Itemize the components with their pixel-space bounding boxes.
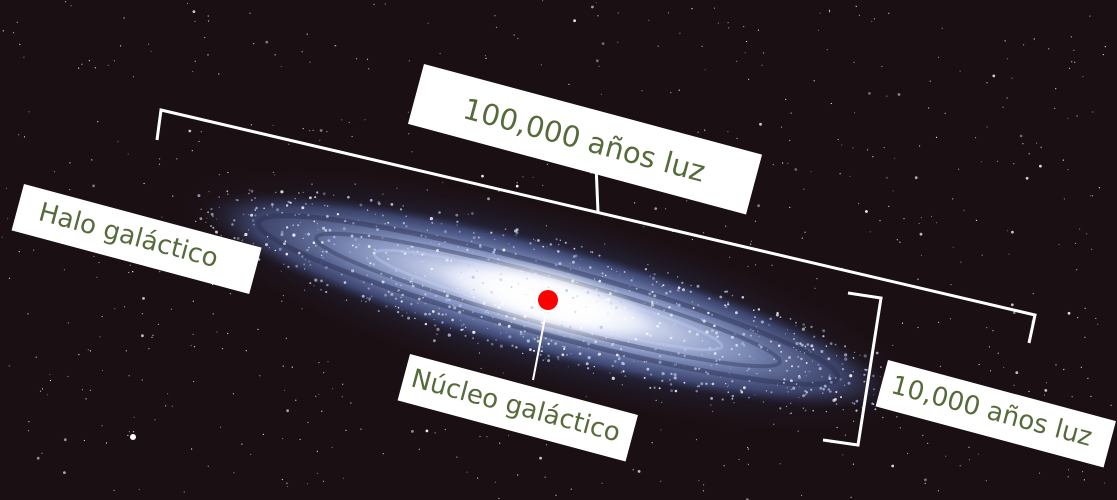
nucleus-pointer xyxy=(532,301,549,381)
nucleus-marker xyxy=(538,290,558,310)
disk-speckles xyxy=(197,189,904,413)
thickness-bracket xyxy=(822,291,883,447)
bright-star xyxy=(130,434,136,440)
